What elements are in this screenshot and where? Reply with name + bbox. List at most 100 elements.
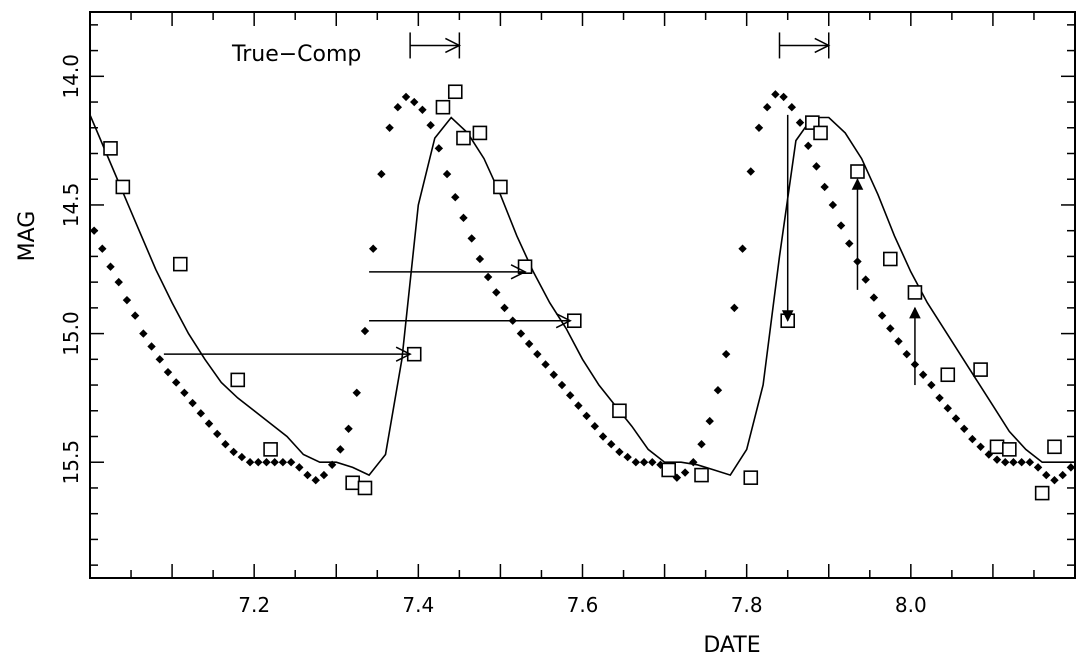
diamond-point xyxy=(98,244,107,253)
shift-arrow-head xyxy=(510,264,527,280)
plot-frame xyxy=(89,11,1076,579)
square-point xyxy=(813,125,828,141)
diamond-point xyxy=(196,409,206,418)
square-point xyxy=(357,480,373,496)
diamond-point xyxy=(886,324,895,333)
y-tick-label: 15.5 xyxy=(59,440,83,485)
square-point xyxy=(973,362,988,377)
diamond-point xyxy=(582,411,591,421)
square-point xyxy=(940,367,956,383)
diamond-point xyxy=(680,468,690,477)
diamond-point xyxy=(959,424,969,433)
diamond-point xyxy=(410,97,419,107)
diamond-point xyxy=(754,123,764,132)
diamond-point xyxy=(336,445,345,454)
square-point xyxy=(456,130,471,146)
diamond-point xyxy=(574,401,583,410)
diamond-point xyxy=(845,239,854,248)
diamond-point xyxy=(434,144,444,153)
model-curve-line xyxy=(89,114,1075,477)
diamond-point xyxy=(483,272,493,282)
y-tick-label: 14.5 xyxy=(59,183,83,228)
x-axis-ticks: 7.2 7.4 7.6 7.8 8.0 xyxy=(130,12,1035,617)
diamond-point xyxy=(894,337,903,346)
square-point xyxy=(907,285,923,300)
diamond-point xyxy=(278,458,288,467)
shift-arrow-head xyxy=(395,346,412,362)
diamond-point xyxy=(1001,458,1010,467)
diamond-point xyxy=(393,102,403,112)
bracket-arrow-head xyxy=(445,37,462,54)
diamond-point xyxy=(762,102,772,112)
square-point xyxy=(115,179,131,195)
x-tick-label: 7.2 xyxy=(238,593,270,617)
diamond-point xyxy=(557,380,567,390)
annotation-true-comp: True−Comp xyxy=(231,42,361,67)
square-point xyxy=(883,251,898,267)
square-point xyxy=(661,462,676,478)
diamond-point xyxy=(385,123,394,132)
diamond-point xyxy=(861,275,870,284)
diamond-point xyxy=(877,311,887,320)
x-tick-label: 8.0 xyxy=(895,593,927,617)
diamond-point xyxy=(541,360,550,369)
diamond-point xyxy=(303,470,312,480)
diamond-point xyxy=(533,349,542,359)
diamond-point xyxy=(311,476,320,485)
diamond-point xyxy=(828,200,838,210)
diamond-point xyxy=(221,440,230,449)
diamond-point xyxy=(721,349,731,359)
y-tick-label: 15.0 xyxy=(59,311,83,356)
diamond-point xyxy=(344,424,353,433)
bracket-arrow-head xyxy=(814,37,831,54)
plot-border xyxy=(89,11,1076,579)
square-point xyxy=(1047,439,1062,455)
diamond-point xyxy=(935,393,944,403)
diamond-point xyxy=(213,429,222,439)
square-point xyxy=(172,256,188,272)
diamond-point xyxy=(927,380,936,390)
diamond-point xyxy=(147,342,156,351)
diamond-point xyxy=(836,221,846,230)
diamond-point xyxy=(401,92,411,102)
diamond-point xyxy=(1009,458,1018,467)
diamond-point xyxy=(139,329,148,338)
square-point xyxy=(743,470,759,485)
diamond-point xyxy=(738,244,747,253)
square-point xyxy=(1002,442,1017,457)
diamond-point xyxy=(820,182,829,192)
diamond-point xyxy=(869,293,879,302)
diamond-point xyxy=(171,378,181,387)
diamond-point xyxy=(262,458,271,467)
mag-arrow-head xyxy=(781,310,794,322)
diamond-point xyxy=(1058,470,1067,480)
diamond-point xyxy=(295,463,304,472)
diamond-point xyxy=(951,414,961,423)
x-tick-label: 7.6 xyxy=(567,593,599,617)
square-point xyxy=(1034,485,1050,501)
diamond-point xyxy=(746,167,755,176)
diamond-point xyxy=(377,169,386,179)
diamond-point xyxy=(730,303,739,313)
diamond-point xyxy=(689,458,698,467)
diamond-point xyxy=(590,422,600,431)
diamond-point xyxy=(1033,463,1043,472)
diamond-point xyxy=(368,244,378,253)
y-tick-label: 14.0 xyxy=(59,54,83,99)
diamond-point xyxy=(607,440,616,449)
diamond-point xyxy=(992,455,1002,464)
square-point xyxy=(263,442,278,457)
square-point xyxy=(435,99,451,115)
diamond-point xyxy=(360,326,370,336)
square-point xyxy=(989,439,1005,455)
diamond-point xyxy=(352,388,361,397)
diamond-point xyxy=(180,388,189,397)
diamond-point xyxy=(943,404,952,413)
diamond-point xyxy=(130,311,140,320)
diamond-point xyxy=(639,458,649,467)
diamond-point xyxy=(804,141,813,150)
diamond-point xyxy=(713,385,723,395)
diamond-point xyxy=(467,234,476,243)
diamond-point xyxy=(648,458,657,467)
